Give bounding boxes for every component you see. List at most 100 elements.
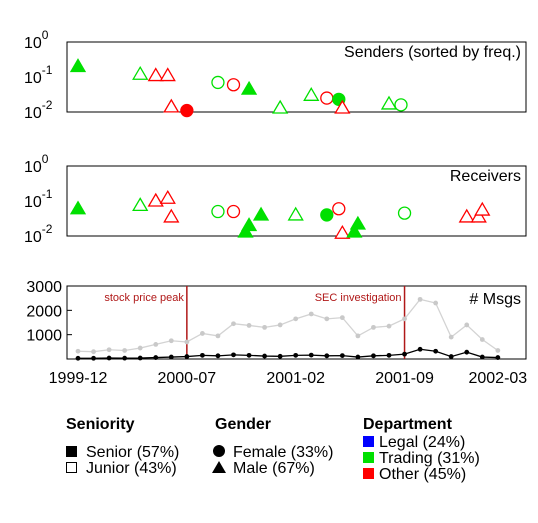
senders-panel: Senders (sorted by freq.) 100 10-1 10-2 xyxy=(24,28,527,122)
junior-msgs-point xyxy=(339,315,345,321)
receivers-panel: Receivers 100 10-1 10-2 xyxy=(24,152,527,246)
legend-trading-label: Trading (31%) xyxy=(379,450,480,467)
messages-yticks: 1000 2000 3000 xyxy=(26,279,72,345)
junior-msgs-point xyxy=(324,316,330,322)
senders-points xyxy=(69,58,408,118)
receivers-point xyxy=(334,224,351,239)
senior-msgs-point xyxy=(231,352,236,358)
senior-msgs-point xyxy=(153,355,159,360)
junior-msgs-point xyxy=(246,323,252,328)
senior-msgs-point xyxy=(75,355,81,361)
senior-msgs-point xyxy=(184,354,190,359)
receivers-point xyxy=(349,215,367,230)
receivers-point xyxy=(132,197,149,212)
junior-msgs-point xyxy=(371,324,376,330)
senior-msgs-line xyxy=(78,348,498,359)
receivers-ytick-0-exp: 0 xyxy=(42,152,49,166)
receivers-point xyxy=(397,206,412,220)
messages-title: # Msgs xyxy=(469,291,521,308)
senior-msgs-point xyxy=(246,352,252,358)
senior-msgs-point xyxy=(262,353,267,359)
junior-msgs-point xyxy=(277,322,283,328)
receivers-ytick-0-base: 10 xyxy=(24,159,42,176)
messages-xtick: 2002-03 xyxy=(468,370,527,387)
junior-msgs-point xyxy=(184,339,190,345)
senior-msgs-point xyxy=(371,353,376,359)
messages-panel: 1000 2000 3000 1999-12 2000-07 2001-02 2001-0… xyxy=(26,279,527,387)
senior-msgs-point xyxy=(277,353,283,359)
senior-msgs-point xyxy=(386,352,392,358)
senders-ytick-0-exp: 0 xyxy=(42,28,49,42)
senders-title: Senders (sorted by freq.) xyxy=(344,44,521,61)
senders-point xyxy=(163,98,180,113)
junior-msgs-point xyxy=(386,323,392,329)
messages-ytick: 2000 xyxy=(26,303,62,320)
filled-square-icon xyxy=(66,446,77,457)
senior-msgs-point xyxy=(464,349,470,355)
senior-msgs-point xyxy=(339,353,345,358)
junior-msgs-point xyxy=(122,348,128,353)
senders-point xyxy=(132,65,149,80)
senders-point xyxy=(380,95,398,110)
junior-msgs-point xyxy=(91,349,96,355)
senders-point xyxy=(180,103,194,118)
junior-msgs-point xyxy=(75,348,81,354)
receivers-point xyxy=(346,223,363,238)
senders-point xyxy=(272,99,289,114)
messages-xticks: 1999-12 2000-07 2001-02 2001-09 2002-03 xyxy=(49,370,528,387)
senders-ytick-1: 10-1 xyxy=(24,63,53,87)
receivers-point xyxy=(470,208,487,223)
senders-ytick-2-base: 10 xyxy=(24,105,42,122)
senders-ytick-2-exp: -2 xyxy=(42,98,53,112)
circle-icon xyxy=(213,445,225,457)
junior-msgs-line xyxy=(77,298,499,353)
senior-msgs-point xyxy=(355,354,361,360)
messages-lines xyxy=(75,296,501,361)
receivers-points xyxy=(69,189,491,239)
messages-ytick: 3000 xyxy=(26,279,62,296)
senior-msgs-point xyxy=(293,352,299,358)
senior-msgs-point xyxy=(433,348,439,354)
senior-msgs-point xyxy=(200,352,205,358)
senders-point xyxy=(69,58,87,73)
senders-point xyxy=(334,99,351,114)
messages-xtick: 1999-12 xyxy=(49,370,108,387)
junior-msgs-point xyxy=(153,342,159,347)
junior-msgs-point xyxy=(200,331,205,336)
senior-msgs-point xyxy=(417,346,423,352)
receivers-point xyxy=(240,217,258,232)
receivers-frame xyxy=(66,165,527,237)
senders-point xyxy=(320,91,334,105)
receivers-title: Receivers xyxy=(450,168,521,185)
senior-msgs-point xyxy=(402,351,407,357)
senders-ytick-2: 10-2 xyxy=(24,98,53,122)
junior-msgs-point xyxy=(231,321,236,327)
junior-msgs-point xyxy=(355,333,361,339)
junior-msgs-point xyxy=(417,296,423,302)
junior-msgs-point xyxy=(479,337,485,342)
senior-msgs-point xyxy=(122,355,128,361)
annotation-label: stock price peak xyxy=(104,292,184,304)
senders-point xyxy=(394,98,408,112)
senders-ytick-1-exp: -1 xyxy=(42,63,53,77)
messages-ytick: 1000 xyxy=(26,328,62,345)
junior-msgs-point xyxy=(262,324,267,330)
junior-msgs-point xyxy=(448,334,454,340)
senior-msgs-point xyxy=(215,353,221,359)
legend-department-heading: Department xyxy=(363,416,453,433)
senior-msgs-point xyxy=(324,353,330,359)
senders-ytick-0: 100 xyxy=(24,28,49,52)
receivers-ytick-2-exp: -2 xyxy=(42,222,53,236)
senders-point xyxy=(226,78,241,92)
legend: Seniority Senior (57%) Junior (43%) Gend… xyxy=(66,416,480,483)
messages-xtick: 2001-09 xyxy=(375,370,434,387)
messages-frame xyxy=(66,285,527,360)
senior-msgs-point xyxy=(448,354,454,359)
legend-legal-label: Legal (24%) xyxy=(379,434,465,451)
receivers-ytick-0: 100 xyxy=(24,152,49,176)
receivers-point xyxy=(252,206,270,221)
junior-msgs-point xyxy=(293,316,299,322)
legend-female-label: Female (33%) xyxy=(233,444,333,461)
messages-xtick: 2000-07 xyxy=(157,370,216,387)
